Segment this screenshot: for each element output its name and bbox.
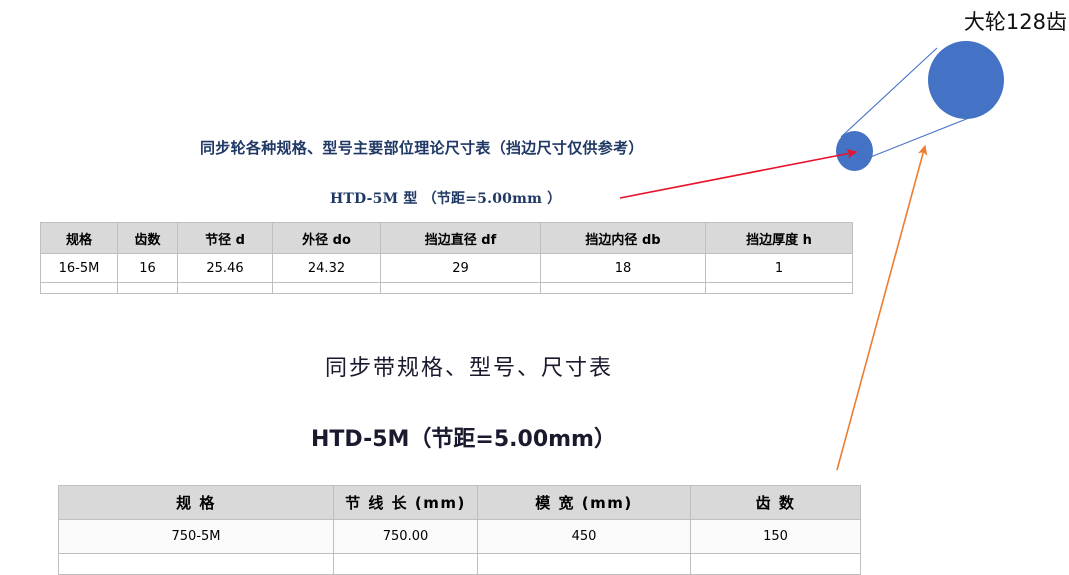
- column-header: 节径 d: [177, 222, 273, 254]
- large-pulley: [928, 41, 1004, 119]
- table-row: 750-5M 750.00 450 150: [58, 519, 861, 554]
- table-cell: [380, 282, 541, 294]
- table-cell: [540, 282, 706, 294]
- table-cell: 29: [380, 253, 541, 283]
- table-cell: 16-5M: [40, 253, 118, 283]
- red-callout-arrow: [619, 149, 858, 199]
- column-header: 规 格: [58, 485, 334, 520]
- pulley-dimensions-table: 规格 齿数 节径 d 外径 do 挡边直径 df 挡边内径 db 挡边厚度 h …: [40, 222, 853, 294]
- pulley-belt-diagram: [619, 41, 1004, 471]
- table-header-row: 规格 齿数 节径 d 外径 do 挡边直径 df 挡边内径 db 挡边厚度 h: [40, 222, 853, 254]
- table-cell: 18: [540, 253, 706, 283]
- table-row-partial: [40, 282, 853, 294]
- column-header: 规格: [40, 222, 118, 254]
- column-header: 挡边厚度 h: [705, 222, 853, 254]
- table-cell: 1: [705, 253, 853, 283]
- table-cell: [477, 553, 691, 575]
- column-header: 齿数: [117, 222, 178, 254]
- table-cell: 24.32: [272, 253, 381, 283]
- table-cell: [117, 282, 178, 294]
- table-cell: 750-5M: [58, 519, 334, 554]
- table-cell: 750.00: [333, 519, 478, 554]
- table-cell: 450: [477, 519, 691, 554]
- column-header: 挡边直径 df: [380, 222, 541, 254]
- belt-line-upper: [840, 47, 938, 138]
- small-pulley: [836, 131, 873, 171]
- column-header: 外径 do: [272, 222, 381, 254]
- orange-callout-arrow: [836, 144, 928, 471]
- column-header: 模 宽 (mm): [477, 485, 691, 520]
- table-cell: 16: [117, 253, 178, 283]
- belt-dimensions-table: 规 格 节 线 长 (mm) 模 宽 (mm) 齿 数 750-5M 750.0…: [58, 485, 861, 575]
- table-cell: [690, 553, 861, 575]
- pulley-table-title: 同步轮各种规格、型号主要部位理论尺寸表（挡边尺寸仅供参考）: [200, 139, 644, 157]
- table-cell: [40, 282, 118, 294]
- table-row: 16-5M 16 25.46 24.32 29 18 1: [40, 253, 853, 283]
- belt-table-subtitle: HTD-5M（节距=5.00mm）: [311, 427, 616, 452]
- column-header: 挡边内径 db: [540, 222, 706, 254]
- table-cell: 150: [690, 519, 861, 554]
- belt-table-title: 同步带规格、型号、尺寸表: [325, 356, 614, 381]
- table-cell: [272, 282, 381, 294]
- table-cell: [177, 282, 273, 294]
- pulley-table-subtitle: HTD-5M 型 （节距=5.00mm ）: [330, 191, 562, 207]
- table-row-partial: [58, 553, 861, 575]
- column-header: 齿 数: [690, 485, 861, 520]
- table-cell: [58, 553, 334, 575]
- diagram-label-large-pulley-teeth: 大轮128齿: [963, 10, 1067, 34]
- table-header-row: 规 格 节 线 长 (mm) 模 宽 (mm) 齿 数: [58, 485, 861, 520]
- table-cell: [705, 282, 853, 294]
- table-cell: 25.46: [177, 253, 273, 283]
- table-cell: [333, 553, 478, 575]
- column-header: 节 线 长 (mm): [333, 485, 478, 520]
